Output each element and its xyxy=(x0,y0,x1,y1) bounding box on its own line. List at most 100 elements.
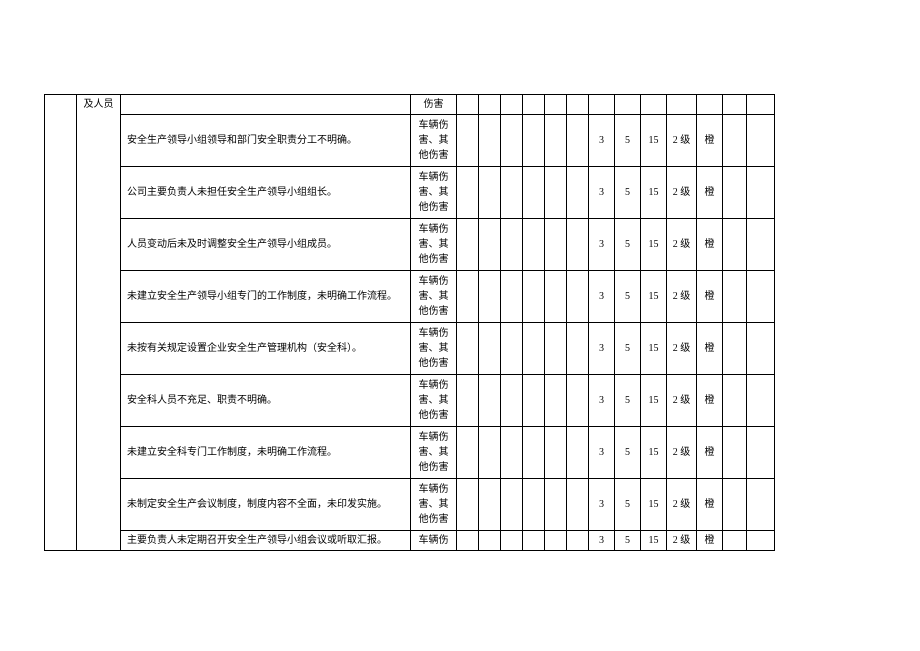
cell-c17 xyxy=(747,479,775,531)
cell-v2: 5 xyxy=(615,219,641,271)
cell-desc: 安全科人员不充足、职责不明确。 xyxy=(121,375,411,427)
cell-v3: 15 xyxy=(641,427,667,479)
cell-v1: 3 xyxy=(589,271,615,323)
cell-c6 xyxy=(479,271,501,323)
cell-c9 xyxy=(545,323,567,375)
cell-v3 xyxy=(641,95,667,115)
cell-c10 xyxy=(567,323,589,375)
cell-c5 xyxy=(457,167,479,219)
cell-c17 xyxy=(747,219,775,271)
cell-c7 xyxy=(501,375,523,427)
cell-c6 xyxy=(479,323,501,375)
cell-c9 xyxy=(545,219,567,271)
cell-desc: 未建立安全生产领导小组专门的工作制度，未明确工作流程。 xyxy=(121,271,411,323)
cell-c17 xyxy=(747,375,775,427)
table-row: 未建立安全科专门工作制度，未明确工作流程。 车辆伤害、其他伤害 3 5 15 2… xyxy=(45,427,775,479)
cell-harm: 车辆伤害、其他伤害 xyxy=(411,115,457,167)
cell-harm: 伤害 xyxy=(411,95,457,115)
cell-c7 xyxy=(501,95,523,115)
table-row: 人员变动后未及时调整安全生产领导小组成员。 车辆伤害、其他伤害 3 5 15 2… xyxy=(45,219,775,271)
cell-c8 xyxy=(523,167,545,219)
cell-c5 xyxy=(457,479,479,531)
cell-v3: 15 xyxy=(641,219,667,271)
cell-level: 2 级 xyxy=(667,375,697,427)
table-row: 安全科人员不充足、职责不明确。 车辆伤害、其他伤害 3 5 15 2 级 橙 xyxy=(45,375,775,427)
cell-c16 xyxy=(723,115,747,167)
cell-c10 xyxy=(567,479,589,531)
table-row: 未按有关规定设置企业安全生产管理机构（安全科）。 车辆伤害、其他伤害 3 5 1… xyxy=(45,323,775,375)
cell-c10 xyxy=(567,531,589,551)
cell-level: 2 级 xyxy=(667,115,697,167)
cell-c10 xyxy=(567,167,589,219)
cell-c8 xyxy=(523,323,545,375)
cell-c9 xyxy=(545,427,567,479)
cell-color: 橙 xyxy=(697,219,723,271)
cell-c17 xyxy=(747,427,775,479)
cell-desc: 主要负责人未定期召开安全生产领导小组会议或听取汇报。 xyxy=(121,531,411,551)
cell-c7 xyxy=(501,323,523,375)
cell-c16 xyxy=(723,531,747,551)
cell-level: 2 级 xyxy=(667,479,697,531)
cell-v3: 15 xyxy=(641,167,667,219)
cell-c8 xyxy=(523,479,545,531)
cell-c7 xyxy=(501,271,523,323)
cell-desc: 人员变动后未及时调整安全生产领导小组成员。 xyxy=(121,219,411,271)
cell-color: 橙 xyxy=(697,375,723,427)
cell-c9 xyxy=(545,479,567,531)
cell-level xyxy=(667,95,697,115)
cell-v1: 3 xyxy=(589,167,615,219)
cell-color xyxy=(697,95,723,115)
cell-v1: 3 xyxy=(589,479,615,531)
cell-c7 xyxy=(501,531,523,551)
cell-c17 xyxy=(747,95,775,115)
cell-v2 xyxy=(615,95,641,115)
cell-harm: 车辆伤害、其他伤害 xyxy=(411,219,457,271)
cell-c10 xyxy=(567,219,589,271)
cell-c8 xyxy=(523,427,545,479)
cell-c16 xyxy=(723,271,747,323)
cell-c6 xyxy=(479,167,501,219)
cell-c9 xyxy=(545,531,567,551)
cell-c6 xyxy=(479,375,501,427)
cell-color: 橙 xyxy=(697,479,723,531)
cell-v3: 15 xyxy=(641,323,667,375)
cell-c6 xyxy=(479,531,501,551)
cell-c10 xyxy=(567,115,589,167)
risk-table: 及人员 伤害 安全生产领导小组领导和部门安全职责分工不明确。 xyxy=(44,94,775,551)
cell-v2: 5 xyxy=(615,271,641,323)
table-row: 未建立安全生产领导小组专门的工作制度，未明确工作流程。 车辆伤害、其他伤害 3 … xyxy=(45,271,775,323)
cell-level: 2 级 xyxy=(667,271,697,323)
cell-c8 xyxy=(523,115,545,167)
cell-c16 xyxy=(723,375,747,427)
cell-v1: 3 xyxy=(589,323,615,375)
cell-c7 xyxy=(501,167,523,219)
cell-desc: 公司主要负责人未担任安全生产领导小组组长。 xyxy=(121,167,411,219)
cell-v1: 3 xyxy=(589,115,615,167)
cell-c6 xyxy=(479,219,501,271)
cell-c8 xyxy=(523,95,545,115)
cell-c9 xyxy=(545,95,567,115)
cell-c6 xyxy=(479,115,501,167)
cell-c10 xyxy=(567,375,589,427)
cell-c9 xyxy=(545,271,567,323)
cell-level: 2 级 xyxy=(667,323,697,375)
cell-v2: 5 xyxy=(615,531,641,551)
cell-c17 xyxy=(747,271,775,323)
cell-v1: 3 xyxy=(589,531,615,551)
cell-c16 xyxy=(723,167,747,219)
cell-level: 2 级 xyxy=(667,531,697,551)
cell-color: 橙 xyxy=(697,427,723,479)
cell-v1: 3 xyxy=(589,219,615,271)
cell-c5 xyxy=(457,323,479,375)
cell-harm: 车辆伤害、其他伤害 xyxy=(411,479,457,531)
cell-c9 xyxy=(545,167,567,219)
cell-v1: 3 xyxy=(589,427,615,479)
cell-col1-merged xyxy=(45,95,77,551)
cell-v3: 15 xyxy=(641,271,667,323)
cell-desc: 未建立安全科专门工作制度，未明确工作流程。 xyxy=(121,427,411,479)
table-row: 未制定安全生产会议制度，制度内容不全面，未印发实施。 车辆伤害、其他伤害 3 5… xyxy=(45,479,775,531)
cell-c16 xyxy=(723,323,747,375)
cell-harm: 车辆伤害、其他伤害 xyxy=(411,167,457,219)
table-body: 及人员 伤害 安全生产领导小组领导和部门安全职责分工不明确。 xyxy=(45,95,775,551)
cell-harm: 车辆伤害、其他伤害 xyxy=(411,427,457,479)
